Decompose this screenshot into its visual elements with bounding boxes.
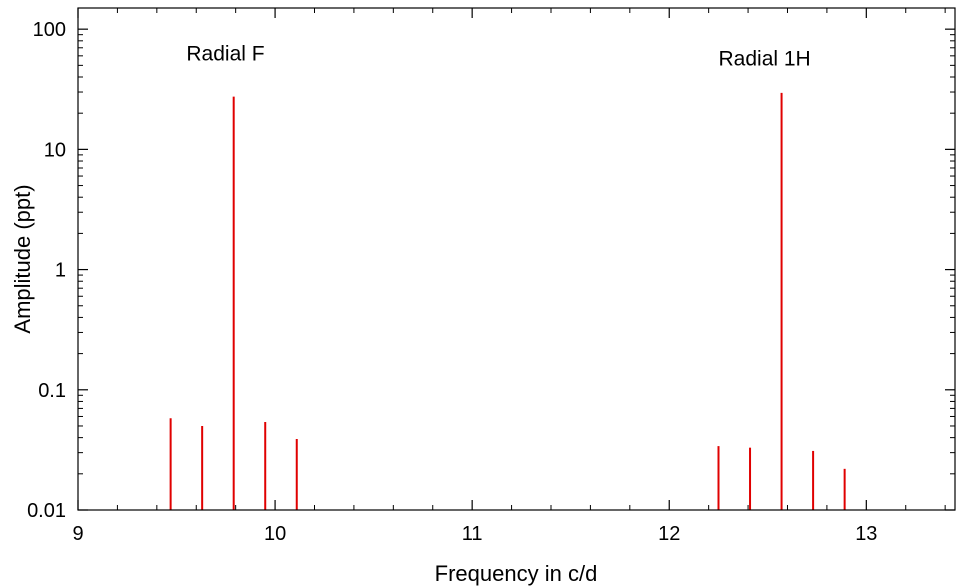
y-tick-label: 0.1 xyxy=(38,380,66,402)
x-tick-label: 10 xyxy=(264,523,286,545)
y-tick-label: 1 xyxy=(55,260,66,282)
y-tick-label: 0.01 xyxy=(27,500,66,522)
y-tick-label: 100 xyxy=(33,19,66,41)
annotation-label: Radial 1H xyxy=(719,47,811,70)
x-tick-label: 11 xyxy=(462,523,483,545)
ticks-layer xyxy=(77,8,955,511)
y-tick-label: 10 xyxy=(44,139,66,161)
x-tick-label: 13 xyxy=(855,523,877,545)
bars-layer xyxy=(169,92,846,510)
plot-frame xyxy=(77,7,956,511)
annotation-label: Radial F xyxy=(186,42,264,65)
labels-layer: 9 10 11 12 13 0.01 0.1 1 10 100 Radial F Radial 1H xyxy=(27,19,877,545)
x-tick-label: 9 xyxy=(72,523,83,545)
x-tick-label: 12 xyxy=(658,523,680,545)
x-axis-title: Frequency in c/d xyxy=(435,561,598,586)
y-axis-title: Amplitude (ppt) xyxy=(10,184,35,333)
